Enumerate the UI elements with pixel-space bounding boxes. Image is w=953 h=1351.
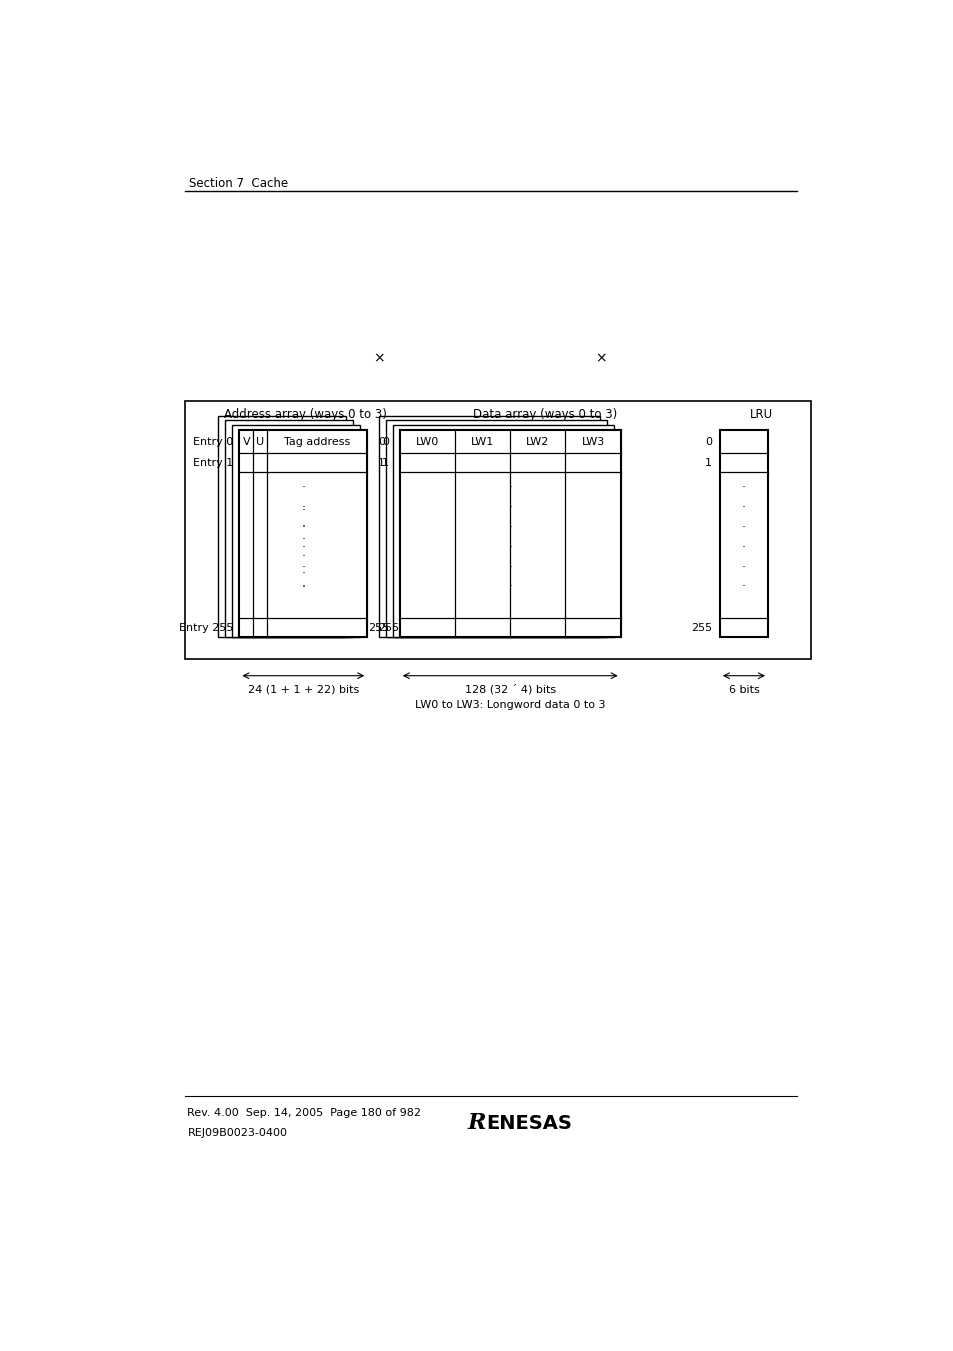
Text: U: U — [256, 436, 264, 447]
Text: .: . — [741, 517, 745, 530]
Text: .: . — [508, 497, 512, 511]
Text: .: . — [741, 577, 745, 589]
Text: .: . — [508, 477, 512, 490]
Text: .: . — [508, 517, 512, 530]
Text: Section 7  Cache: Section 7 Cache — [189, 177, 288, 190]
Bar — [385, 420, 606, 638]
Text: Rev. 4.00  Sep. 14, 2005  Page 180 of 982: Rev. 4.00 Sep. 14, 2005 Page 180 of 982 — [187, 1108, 421, 1119]
Text: Entry 0: Entry 0 — [193, 436, 233, 447]
Text: LW3: LW3 — [580, 436, 604, 447]
Bar — [720, 430, 767, 638]
Text: .: . — [301, 477, 305, 490]
Text: 255: 255 — [368, 623, 389, 632]
Text: .: . — [301, 517, 305, 530]
Text: ×: × — [373, 351, 384, 366]
Text: 255: 255 — [690, 623, 711, 632]
Text: .: . — [741, 557, 745, 570]
Text: 0: 0 — [377, 436, 385, 447]
Text: Entry 1: Entry 1 — [193, 458, 233, 467]
Text: LW2: LW2 — [526, 436, 549, 447]
Text: LW0 to LW3: Longword data 0 to 3: LW0 to LW3: Longword data 0 to 3 — [415, 700, 605, 711]
Bar — [378, 416, 599, 638]
Text: ENESAS: ENESAS — [485, 1113, 571, 1132]
Text: V: V — [242, 436, 250, 447]
Text: 6 bits: 6 bits — [728, 685, 759, 694]
Bar — [225, 420, 353, 638]
Text: LRU: LRU — [749, 408, 772, 422]
Text: .: . — [741, 477, 745, 490]
Text: 1: 1 — [377, 458, 385, 467]
Bar — [218, 416, 346, 638]
Bar — [239, 430, 367, 638]
Bar — [393, 426, 613, 638]
Text: REJ09B0023-0400: REJ09B0023-0400 — [187, 1128, 287, 1138]
Text: .: . — [301, 497, 305, 511]
Text: 0: 0 — [381, 436, 389, 447]
Text: ×: × — [595, 351, 606, 366]
Text: .: . — [301, 516, 305, 528]
Text: .: . — [301, 577, 305, 589]
Text: LW1: LW1 — [471, 436, 494, 447]
Text: 128 (32 ´ 4) bits: 128 (32 ´ 4) bits — [464, 685, 556, 694]
Text: LW0: LW0 — [416, 436, 438, 447]
Text: 1: 1 — [381, 458, 389, 467]
Bar — [399, 430, 620, 638]
Text: .: . — [508, 557, 512, 570]
Text: .: . — [508, 536, 512, 550]
Bar — [399, 430, 620, 638]
Bar — [185, 401, 810, 659]
Text: .: . — [301, 546, 305, 559]
Text: .: . — [301, 557, 305, 570]
Text: 24 (1 + 1 + 22) bits: 24 (1 + 1 + 22) bits — [248, 685, 358, 694]
Text: R: R — [468, 1112, 486, 1133]
Text: .: . — [301, 577, 305, 590]
Text: .: . — [301, 563, 305, 577]
Text: Entry 255: Entry 255 — [178, 623, 233, 632]
Text: .: . — [301, 536, 305, 550]
Text: .: . — [301, 530, 305, 543]
Text: 255: 255 — [377, 623, 398, 632]
Text: Tag address: Tag address — [284, 436, 350, 447]
Text: 1: 1 — [704, 458, 711, 467]
Text: .: . — [741, 497, 745, 511]
Bar — [239, 430, 367, 638]
Text: 0: 0 — [704, 436, 711, 447]
Text: Data array (ways 0 to 3): Data array (ways 0 to 3) — [473, 408, 617, 422]
Text: Address array (ways 0 to 3): Address array (ways 0 to 3) — [224, 408, 386, 422]
Text: .: . — [741, 536, 745, 550]
Bar — [233, 426, 360, 638]
Text: .: . — [508, 577, 512, 589]
Text: .: . — [301, 500, 305, 513]
